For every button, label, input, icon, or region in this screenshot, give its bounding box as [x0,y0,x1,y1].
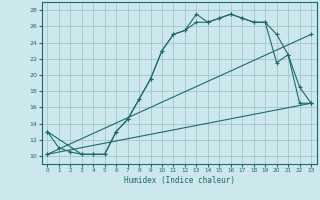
X-axis label: Humidex (Indice chaleur): Humidex (Indice chaleur) [124,176,235,185]
